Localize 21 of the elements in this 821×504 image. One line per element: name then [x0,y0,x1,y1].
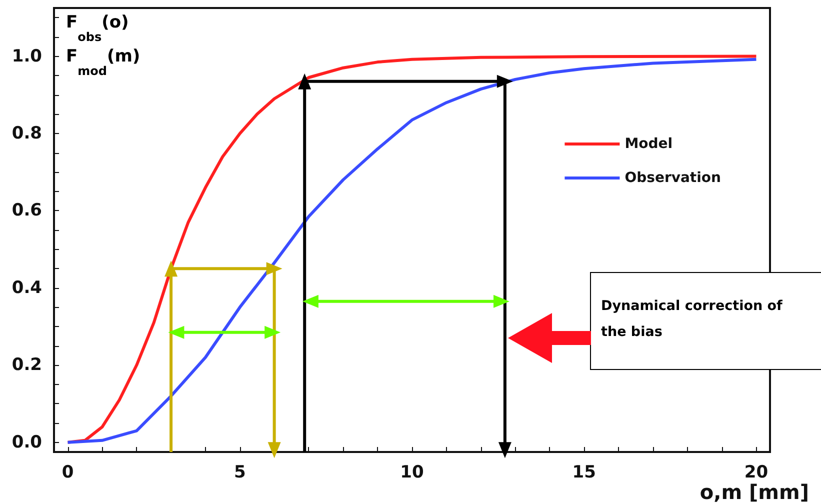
y-tick-label: 0.0 [12,432,42,452]
x-tick-label: 15 [572,462,596,482]
point [268,442,281,458]
text: Fobs(o) Fmod(m) [66,12,140,78]
y-tick-label: 0.6 [12,200,42,221]
x-tick-label: 0 [62,462,74,482]
annotation: Dynamical correction of the bias [601,297,783,342]
point [164,260,178,277]
x-axis-title: o,m [mm] [700,480,810,504]
y-tick-label: 1.0 [12,46,42,66]
y-tick-label: 0.8 [12,123,42,144]
x-tick-label: 5 [234,462,246,482]
x-tick-label: 10 [400,462,424,482]
point [298,73,312,90]
y-tick-label: 0.2 [12,355,42,376]
callout-box: Dynamical correction of the bias [590,272,821,370]
point [498,442,512,458]
legend-label: Model [624,136,673,152]
y-tick-label: 0.4 [12,278,42,298]
legend-label: Observation [624,170,722,186]
x-tick-label: 20 [744,462,768,482]
